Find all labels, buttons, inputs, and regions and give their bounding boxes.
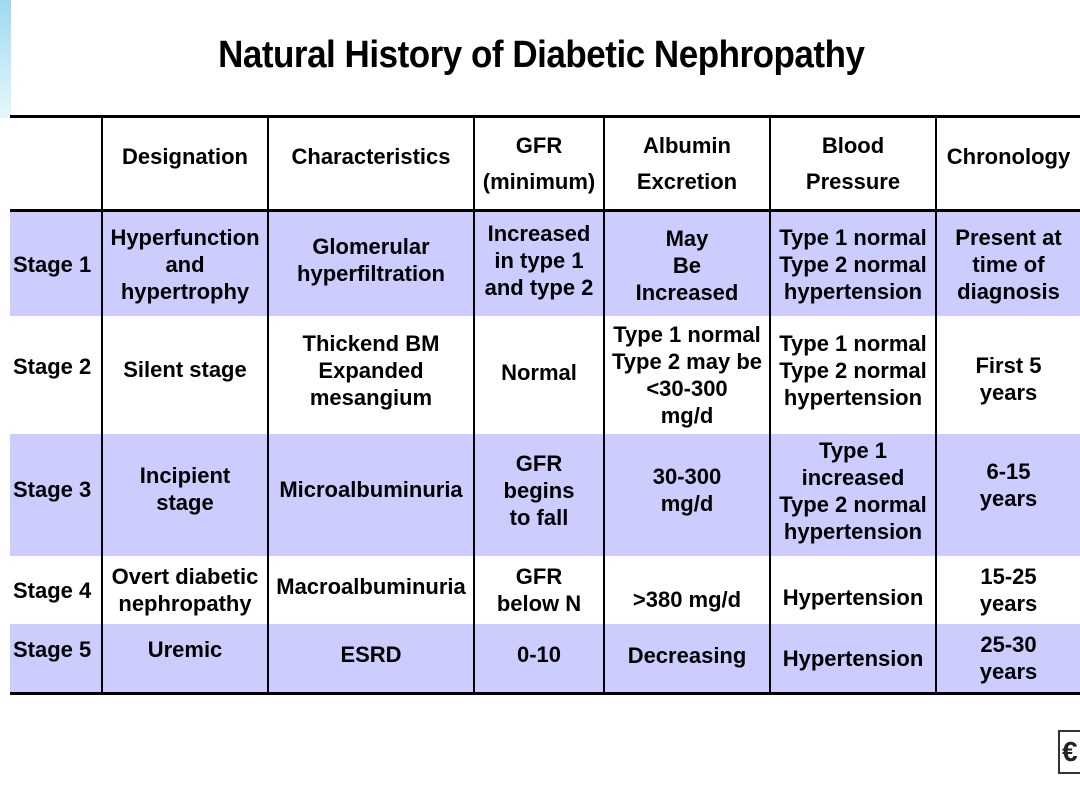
characteristics-cell: Thickend BM Expanded mesangium — [302, 330, 440, 410]
header-albumin: Albumin Excretion — [636, 132, 738, 194]
row-band-stage-5 — [10, 624, 1080, 693]
column-divider — [935, 115, 937, 695]
characteristics-cell: Microalbuminuria — [279, 476, 463, 502]
gfr-cell: Normal — [501, 359, 577, 385]
characteristics-cell: Macroalbuminuria — [276, 573, 466, 599]
header-chronology: Chronology — [946, 144, 1071, 169]
gfr-cell: GFR begins to fall — [503, 450, 575, 530]
blood-pressure-cell: Type 1 normal Type 2 normal hypertension — [779, 224, 927, 304]
chronology-cell: Present at time of diagnosis — [955, 224, 1062, 304]
stage-label: Stage 3 — [13, 476, 92, 502]
table-bottom-rule — [10, 692, 1080, 695]
column-divider — [603, 115, 605, 695]
albumin-cell: Decreasing — [627, 642, 747, 668]
column-divider — [101, 115, 103, 695]
blood-pressure-cell: Type 1 increased Type 2 normal hypertens… — [779, 438, 927, 544]
designation-cell: Silent stage — [123, 356, 247, 382]
row-band-stage-3 — [10, 434, 1080, 556]
decorative-side-bar — [0, 0, 11, 118]
designation-cell: Incipient stage — [139, 463, 231, 515]
stage-label: Stage 2 — [13, 353, 92, 379]
characteristics-cell: ESRD — [340, 641, 402, 667]
albumin-cell: 30-300 mg/d — [652, 464, 722, 516]
albumin-cell: May Be Increased — [635, 225, 739, 305]
characteristics-cell: Glomerular hyperfiltration — [297, 234, 445, 286]
header-designation: Designation — [122, 144, 248, 169]
column-divider — [769, 115, 771, 695]
designation-cell: Uremic — [147, 636, 223, 662]
chronology-cell: 25-30 years — [979, 632, 1038, 684]
stage-label: Stage 5 — [13, 636, 92, 662]
gfr-cell: Increased in type 1 and type 2 — [484, 220, 594, 300]
blood-pressure-cell: Hypertension — [782, 584, 924, 610]
gfr-cell: 0-10 — [516, 641, 562, 667]
header-characteristics: Characteristics — [291, 144, 451, 169]
column-divider — [473, 115, 475, 695]
page-title: Natural History of Diabetic Nephropathy — [218, 34, 865, 76]
header-bottom-rule — [10, 209, 1080, 212]
chronology-cell: First 5 years — [975, 353, 1042, 405]
stage-label: Stage 4 — [13, 577, 92, 603]
chronology-cell: 15-25 years — [979, 564, 1038, 616]
nephropathy-table: Designation Characteristics GFR (minimum… — [10, 115, 1080, 695]
slide-logo-icon: € — [1058, 730, 1080, 774]
designation-cell: Overt diabetic nephropathy — [111, 564, 259, 616]
chronology-cell: 6-15 years — [979, 459, 1038, 511]
stage-label: Stage 1 — [13, 251, 92, 277]
albumin-cell: >380 mg/d — [632, 586, 742, 612]
gfr-cell: GFR below N — [496, 564, 582, 616]
header-blood-pressure: Blood Pressure — [805, 132, 901, 194]
column-divider — [267, 115, 269, 695]
albumin-cell: Type 1 normal Type 2 may be <30-300 mg/d — [612, 322, 762, 428]
blood-pressure-cell: Hypertension — [782, 645, 924, 671]
blood-pressure-cell: Type 1 normal Type 2 normal hypertension — [779, 330, 927, 410]
designation-cell: Hyperfunction and hypertrophy — [110, 224, 260, 304]
header-gfr: GFR (minimum) — [482, 132, 596, 194]
table-top-rule — [10, 115, 1080, 118]
row-band-stage-1 — [10, 212, 1080, 316]
